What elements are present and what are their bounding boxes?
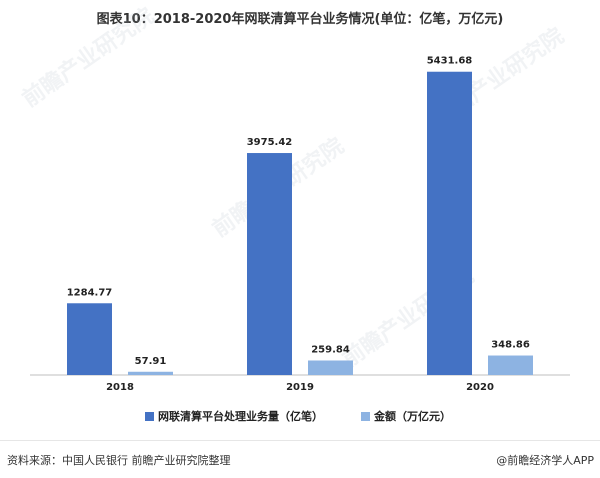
footer-divider (0, 440, 600, 441)
data-label-1-2018: 1284.77 (67, 287, 113, 298)
bar-2-2019 (308, 360, 353, 375)
brand-credit: @前瞻经济学人APP (496, 454, 594, 467)
data-label-2-2020: 348.86 (491, 340, 530, 351)
bar-1-2018 (67, 303, 112, 375)
bar-1-2019 (247, 153, 292, 375)
bar-1-2020 (427, 71, 472, 375)
chart-legend: 网联清算平台处理业务量（亿笔） 金额（万亿元） (145, 408, 451, 424)
legend-swatch-series2 (361, 411, 370, 421)
x-tick-label-2019: 2019 (286, 382, 314, 393)
legend-item-series1: 网联清算平台处理业务量（亿笔） (145, 408, 323, 424)
data-label-1-2020: 5431.68 (427, 56, 473, 67)
legend-swatch-series1 (145, 411, 154, 421)
x-tick-label-2018: 2018 (106, 382, 134, 393)
legend-item-series2: 金额（万亿元） (361, 408, 451, 424)
chart-title: 图表10：2018-2020年网联清算平台业务情况(单位：亿笔，万亿元) (96, 12, 504, 27)
bar-chart: 1284.77 57.91 2018 3975.42 259.84 2019 5431.68… (30, 56, 570, 393)
bar-2-2018 (128, 371, 173, 375)
data-label-2-2018: 57.91 (135, 356, 167, 367)
x-tick-label-2020: 2020 (466, 382, 494, 393)
legend-label-series2: 金额（万亿元） (374, 410, 451, 423)
data-label-1-2019: 3975.42 (247, 137, 293, 148)
legend-label-series1: 网联清算平台处理业务量（亿笔） (158, 410, 323, 423)
data-label-2-2019: 259.84 (311, 344, 350, 355)
bar-2-2020 (488, 355, 533, 375)
source-note: 资料来源：中国人民银行 前瞻产业研究院整理 (7, 454, 231, 467)
